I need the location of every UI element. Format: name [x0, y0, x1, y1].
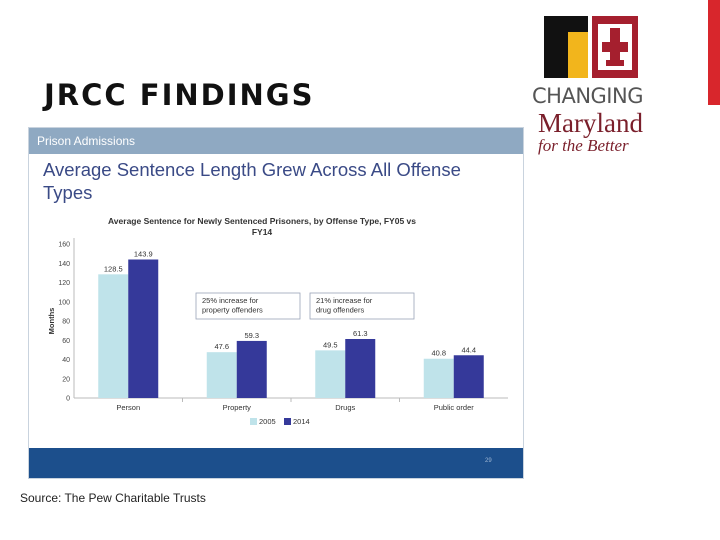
logo-tagline-text: for the Better — [538, 136, 629, 155]
bar-2005-person — [98, 274, 129, 398]
panel-band: Prison Admissions — [29, 128, 523, 154]
x-tick-label: Property — [223, 403, 252, 412]
annotation-text: property offenders — [202, 306, 263, 315]
panel-heading: Average Sentence Length Grew Across All … — [43, 159, 461, 203]
y-tick-label: 0 — [66, 396, 70, 403]
source-note: Source: The Pew Charitable Trusts — [20, 491, 206, 505]
logo-maryland-text: Maryland — [538, 108, 643, 138]
slide-title: JRCC FINDINGS — [44, 78, 315, 112]
y-tick-label: 120 — [58, 280, 70, 287]
x-tick-label: Drugs — [335, 403, 355, 412]
legend-label-2014: 2014 — [293, 417, 310, 426]
y-axis-label: Months — [47, 308, 56, 335]
panel-band-label: Prison Admissions — [37, 134, 136, 148]
bar-2014-public-order — [453, 355, 484, 398]
annotation-text: 25% increase for — [202, 296, 259, 305]
bar-2014-property — [236, 340, 267, 398]
annotation-box — [195, 292, 301, 320]
accent-bar — [708, 0, 720, 105]
logo-changing-text: CHANGING — [532, 84, 643, 108]
y-tick-label: 80 — [62, 319, 70, 326]
legend-label-2005: 2005 — [259, 417, 276, 426]
legend-swatch-2005 — [250, 418, 257, 425]
bar-2005-property — [206, 352, 237, 398]
bar-2014-person — [128, 259, 159, 398]
x-tick-label: Person — [116, 403, 140, 412]
data-label: 40.8 — [431, 349, 446, 358]
data-label: 128.5 — [104, 264, 123, 273]
maryland-flag-icon — [544, 16, 638, 78]
bar-2005-public-order — [423, 358, 454, 398]
chart-title-line-2: FY14 — [252, 227, 273, 237]
data-label: 49.5 — [323, 340, 338, 349]
panel-footer: 29 — [29, 448, 523, 478]
annotation-text: drug offenders — [316, 306, 364, 315]
changing-maryland-logo: CHANGING Maryland for the Better — [528, 14, 678, 164]
y-tick-label: 20 — [62, 376, 70, 383]
bar-2005-drugs — [315, 350, 346, 398]
annotation-text: 21% increase for — [316, 296, 373, 305]
y-tick-label: 160 — [58, 242, 70, 249]
data-label: 59.3 — [244, 331, 259, 340]
data-label: 47.6 — [214, 342, 229, 351]
sentence-bar-chart: Average Sentence for Newly Sentenced Pri… — [47, 216, 508, 426]
data-label: 61.3 — [353, 329, 368, 338]
x-tick-label: Public order — [434, 403, 475, 412]
y-tick-label: 40 — [62, 357, 70, 364]
y-tick-label: 100 — [58, 299, 70, 306]
y-tick-label: 140 — [58, 261, 70, 268]
bar-2014-drugs — [345, 338, 376, 398]
legend-swatch-2014 — [284, 418, 291, 425]
data-label: 143.9 — [134, 249, 153, 258]
panel-page-number: 29 — [485, 458, 492, 464]
annotation-box — [309, 292, 415, 320]
y-tick-label: 60 — [62, 338, 70, 345]
data-label: 44.4 — [461, 345, 476, 354]
chart-title-line-1: Average Sentence for Newly Sentenced Pri… — [108, 216, 416, 226]
